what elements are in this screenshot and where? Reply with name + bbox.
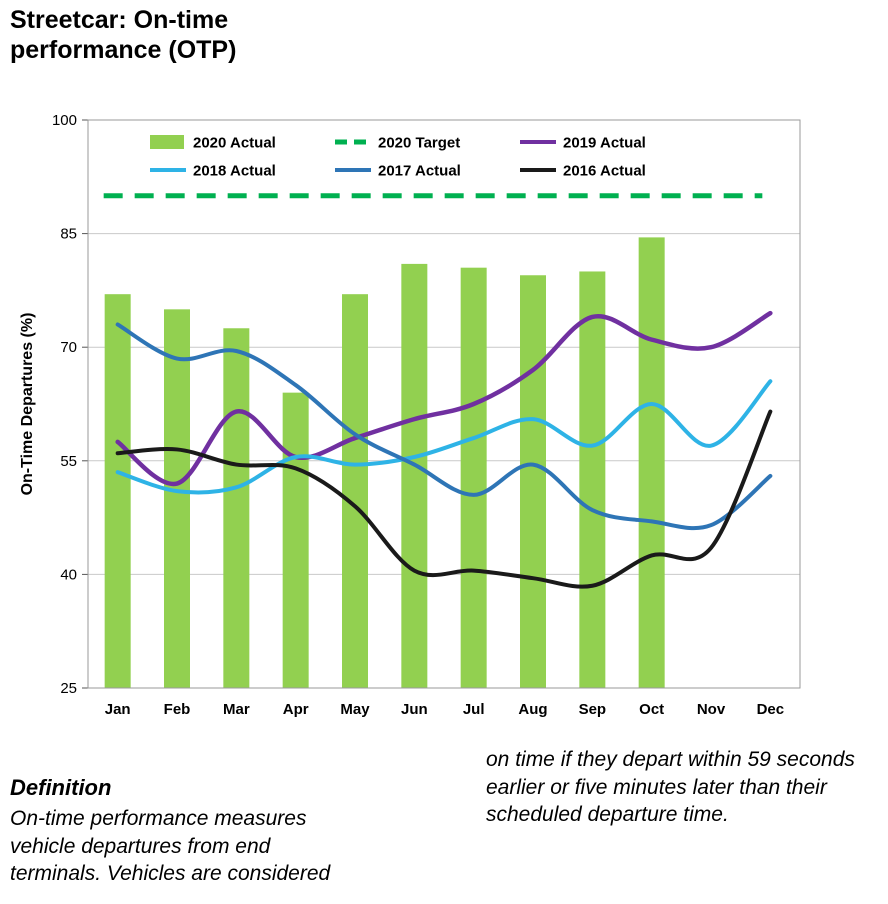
legend-label: 2016 Actual: [563, 163, 646, 180]
legend-item: 2020 Target: [335, 135, 460, 152]
y-tick-label: 85: [60, 226, 77, 243]
bar-jan: [104, 294, 131, 688]
plot-border: [87, 119, 801, 689]
definition-section: Definition On-time performance measures …: [10, 746, 878, 888]
plot-area: 25 40 55 70 85 100 Jan Feb Mar Apr May Jun Jul Aug Sep…: [52, 112, 801, 718]
legend-label: 2017 Actual: [378, 163, 461, 180]
bar-oct: [638, 237, 665, 689]
bar-aug: [520, 275, 546, 688]
line-2019-actual: [115, 310, 773, 487]
line-2016-actual: [115, 409, 773, 589]
bar-jun: [401, 263, 428, 688]
x-tick-label: Jul: [463, 701, 485, 718]
legend-item: 2017 Actual: [335, 163, 461, 180]
legend: 2020 Actual 2020 Target 2019 Actual 2018 Ac…: [150, 135, 646, 180]
bar-apr: [282, 392, 309, 688]
definition-heading: Definition: [10, 775, 112, 800]
x-tick-label: Dec: [757, 701, 785, 718]
x-tick-label: Sep: [579, 701, 607, 718]
x-tick-label: Oct: [639, 701, 664, 718]
bar-jul: [460, 267, 487, 688]
y-tick-label: 70: [60, 339, 77, 356]
otp-chart: 25 40 55 70 85 100 Jan Feb Mar Apr May Jun Jul Aug Sep…: [0, 104, 888, 734]
legend-item: 2019 Actual: [520, 135, 646, 152]
x-tick-label: Aug: [518, 701, 547, 718]
x-tick-label: May: [340, 701, 370, 718]
bar-feb: [164, 309, 190, 688]
x-tick-label: Nov: [697, 701, 726, 718]
legend-label: 2020 Actual: [193, 135, 276, 152]
chart-canvas: 25 40 55 70 85 100 Jan Feb Mar Apr May Jun Jul Aug Sep…: [19, 112, 801, 718]
bar-mar: [223, 328, 250, 688]
legend-item: 2018 Actual: [150, 163, 276, 180]
x-tick-label: Feb: [164, 701, 191, 718]
legend-item: 2020 Actual: [150, 135, 276, 152]
line-2017-actual: [115, 322, 773, 531]
x-tick-label: Jan: [105, 701, 131, 718]
bar-sep: [579, 271, 606, 688]
y-tick-label: 40: [60, 566, 77, 583]
y-tick-label: 25: [60, 680, 77, 697]
legend-label: 2019 Actual: [563, 135, 646, 152]
x-tick-label: Apr: [283, 701, 309, 718]
legend-swatch-bar: [150, 135, 184, 149]
line-2018-actual: [115, 379, 773, 495]
x-tick-label: Jun: [401, 701, 428, 718]
legend-label: 2020 Target: [378, 135, 460, 152]
y-axis-title: On-Time Departures (%): [19, 313, 36, 496]
definition-left-column: Definition On-time performance measures …: [10, 773, 355, 888]
definition-text-right: on time if they depart within 59 seconds…: [486, 748, 855, 827]
bar-may: [342, 294, 368, 688]
y-tick-label: 55: [60, 453, 77, 470]
x-tick-label: Mar: [223, 701, 250, 718]
y-tick-label: 100: [52, 112, 77, 129]
page-title: Streetcar: On-time performance (OTP): [10, 6, 237, 64]
definition-text-left: On-time performance measures vehicle dep…: [10, 807, 331, 886]
legend-label: 2018 Actual: [193, 163, 276, 180]
legend-item: 2016 Actual: [520, 163, 646, 180]
